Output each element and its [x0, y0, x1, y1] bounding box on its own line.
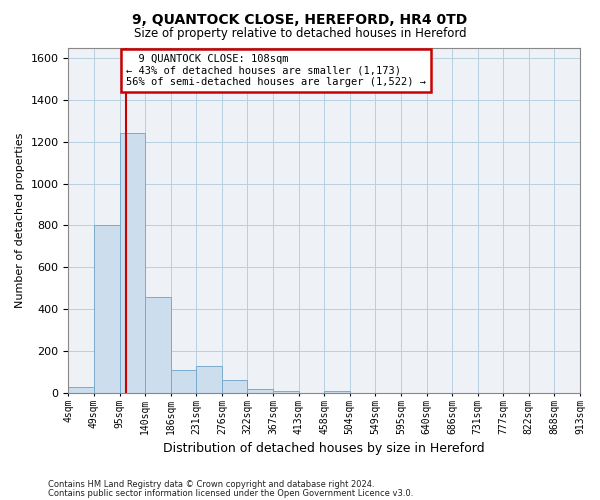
Text: 9, QUANTOCK CLOSE, HEREFORD, HR4 0TD: 9, QUANTOCK CLOSE, HEREFORD, HR4 0TD	[133, 12, 467, 26]
Bar	[196, 366, 222, 393]
Text: Contains public sector information licensed under the Open Government Licence v3: Contains public sector information licen…	[48, 488, 413, 498]
Text: Size of property relative to detached houses in Hereford: Size of property relative to detached ho…	[134, 28, 466, 40]
Bar	[119, 134, 145, 393]
Bar	[145, 296, 171, 393]
Bar	[273, 391, 299, 393]
Y-axis label: Number of detached properties: Number of detached properties	[15, 132, 25, 308]
Text: Contains HM Land Registry data © Crown copyright and database right 2024.: Contains HM Land Registry data © Crown c…	[48, 480, 374, 489]
Bar	[222, 380, 247, 393]
X-axis label: Distribution of detached houses by size in Hereford: Distribution of detached houses by size …	[163, 442, 485, 455]
Bar	[247, 388, 273, 393]
Bar	[94, 226, 119, 393]
Bar	[171, 370, 196, 393]
Bar	[68, 386, 94, 393]
Text: 9 QUANTOCK CLOSE: 108sqm
← 43% of detached houses are smaller (1,173)
56% of sem: 9 QUANTOCK CLOSE: 108sqm ← 43% of detach…	[126, 54, 426, 87]
Bar	[324, 391, 350, 393]
